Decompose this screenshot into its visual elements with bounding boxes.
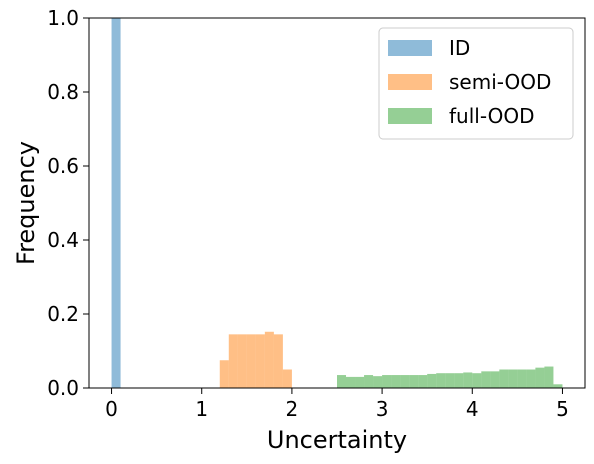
- y-tick-label: 0.2: [47, 302, 79, 326]
- x-tick-label: 4: [466, 397, 479, 421]
- bar-full-ood-8: [409, 375, 419, 388]
- bar-full-ood-3: [364, 375, 374, 388]
- bar-full-ood-12: [445, 373, 455, 388]
- y-tick-label: 0.6: [47, 154, 79, 178]
- bar-full-ood-16: [481, 371, 491, 388]
- bar-full-ood-21: [526, 369, 536, 388]
- legend-label: semi-OOD: [449, 70, 551, 94]
- y-tick-label: 0.4: [47, 228, 79, 252]
- x-tick-label: 2: [286, 397, 299, 421]
- bar-full-ood-5: [382, 375, 392, 388]
- bar-full-ood-2: [355, 376, 365, 388]
- x-axis-label: Uncertainty: [267, 426, 407, 454]
- x-axis-ticks: 0 1 2 3 4 5: [105, 388, 569, 421]
- plot-frame: [88, 17, 586, 389]
- x-tick-label: 5: [556, 397, 569, 421]
- y-tick-label: 1.0: [47, 6, 79, 30]
- bar-full-ood-7: [400, 375, 410, 388]
- series-full-ood: [337, 366, 563, 388]
- bar-full-ood-23: [544, 366, 554, 388]
- bar-full-ood-11: [436, 373, 446, 388]
- legend-swatch: [388, 40, 432, 56]
- bar-full-ood-22: [535, 367, 545, 388]
- y-tick-label: 0.0: [47, 376, 79, 400]
- x-tick-label: 0: [105, 397, 118, 421]
- bar-semi-ood-3: [246, 334, 256, 388]
- y-axis-label: Frequency: [12, 141, 40, 265]
- bar-full-ood-6: [391, 375, 401, 388]
- legend-entry: semi-OOD: [388, 70, 551, 94]
- bar-full-ood-9: [418, 375, 428, 388]
- bar-semi-ood-6: [273, 334, 283, 388]
- bar-full-ood-1: [346, 376, 356, 388]
- legend-label: ID: [449, 36, 470, 60]
- bar-semi-ood-0: [219, 360, 229, 388]
- bar-full-ood-0: [337, 375, 347, 388]
- bar-full-ood-20: [517, 369, 527, 388]
- bar-full-ood-10: [427, 373, 437, 388]
- bar-full-ood-15: [472, 373, 482, 388]
- bar-full-ood-18: [499, 369, 509, 388]
- legend-swatch: [388, 74, 432, 90]
- legend-label: full-OOD: [449, 104, 535, 128]
- bar-full-ood-17: [490, 371, 500, 388]
- bar-full-ood-19: [508, 369, 518, 388]
- bar-semi-ood-2: [237, 334, 247, 388]
- bar-full-ood-13: [454, 373, 464, 388]
- x-tick-label: 1: [195, 397, 208, 421]
- bar-semi-ood-4: [255, 334, 265, 388]
- x-tick-label: 3: [376, 397, 389, 421]
- bar-full-ood-24: [553, 384, 563, 388]
- bars-layer: [111, 18, 563, 388]
- bar-full-ood-4: [373, 376, 383, 388]
- series-id: [111, 18, 121, 388]
- bar-id-0: [111, 18, 121, 388]
- legend-entry: ID: [388, 36, 470, 60]
- y-tick-label: 0.8: [47, 80, 79, 104]
- legend: ID semi-OOD full-OOD: [378, 27, 574, 140]
- bar-semi-ood-7: [282, 369, 292, 388]
- legend-entry: full-OOD: [388, 104, 535, 128]
- bar-full-ood-14: [463, 372, 473, 388]
- bar-semi-ood-5: [264, 331, 274, 388]
- legend-swatch: [388, 108, 432, 124]
- series-semi-ood: [219, 331, 292, 388]
- bar-semi-ood-1: [228, 334, 238, 388]
- y-axis-ticks: 0.0 0.2 0.4 0.6 0.8 1.0: [47, 6, 89, 400]
